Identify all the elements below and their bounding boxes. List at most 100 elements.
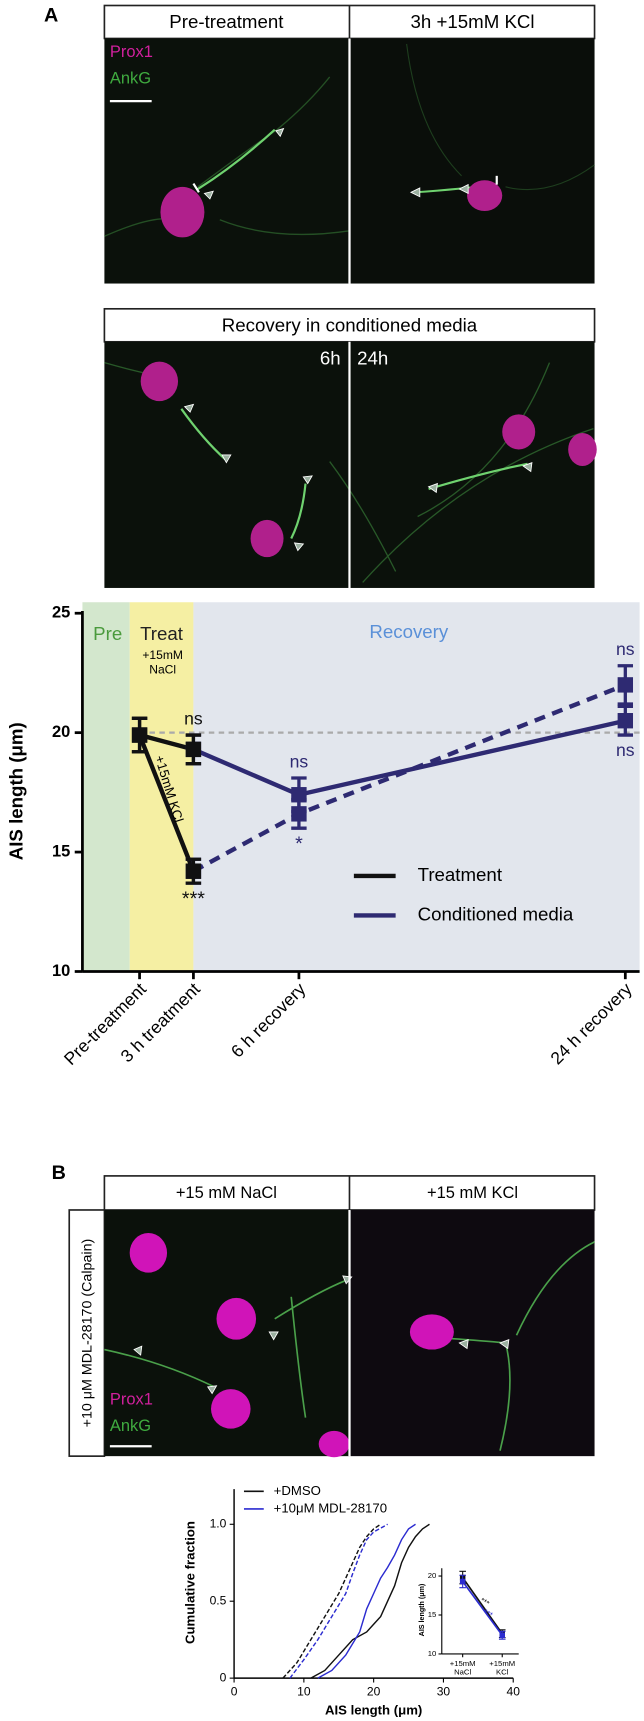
significance: ns	[184, 708, 203, 728]
header: Pre-treatment	[169, 11, 284, 32]
nucleus	[409, 1314, 454, 1350]
significance: ***	[182, 888, 205, 910]
dendrite	[104, 362, 594, 583]
axon-initial-segment	[104, 1279, 347, 1418]
axon-initial-segment	[180, 408, 528, 539]
header: 3h +15mM KCl	[411, 11, 535, 32]
y-tick-label: 0	[220, 1670, 227, 1684]
marker	[617, 677, 634, 693]
y-tick-label: 15	[428, 1610, 437, 1619]
x-tick-label: +15mM NaCl	[450, 1659, 476, 1677]
micrographs: A Pre-treatment 3h +15mM KCl Prox1 AnkG …	[44, 4, 597, 1458]
region	[82, 602, 130, 972]
x-tick-label: 30	[437, 1685, 451, 1699]
significance: ns	[616, 639, 635, 659]
arrowhead	[410, 183, 469, 198]
y-axis-label: Cumulative fraction	[183, 1521, 198, 1644]
image	[350, 1209, 595, 1457]
nucleus	[502, 414, 536, 450]
region-label: Pre	[93, 623, 122, 644]
header: Recovery in conditioned media	[222, 314, 478, 335]
time-label: 6h	[320, 347, 341, 368]
nucleus	[140, 361, 179, 402]
y-tick-label: 10	[52, 962, 70, 980]
stain-label: AnkG	[110, 1417, 151, 1435]
x-axis-label: AIS length (μm)	[325, 1703, 422, 1718]
cumulative-curve	[282, 1523, 382, 1679]
nucleus	[250, 519, 284, 558]
legend-label: Conditioned media	[418, 903, 574, 924]
side-label: +10 μM MDL-28170 (Calpain)	[80, 1239, 96, 1428]
stain-label: AnkG	[110, 69, 151, 87]
x-tick-label: 0	[231, 1685, 238, 1699]
nucleus	[160, 186, 205, 238]
marker	[499, 1632, 505, 1639]
nucleus	[211, 1389, 251, 1429]
y-tick-label: 10	[428, 1649, 437, 1658]
region	[193, 602, 640, 972]
x-tick-label: +15mM KCl	[489, 1659, 515, 1677]
y-tick-label: 25	[52, 604, 70, 622]
header: +15 mM NaCl	[176, 1184, 277, 1202]
ais-start	[192, 182, 200, 193]
arrowhead	[183, 403, 533, 552]
stain-label: Prox1	[110, 43, 153, 61]
significance: ns	[290, 751, 309, 771]
nucleus	[129, 1233, 168, 1273]
marker	[185, 741, 202, 758]
x-tick-label: 10	[297, 1685, 311, 1699]
stain-label: Prox1	[110, 1390, 153, 1408]
series-line	[137, 734, 196, 872]
panel-label: A	[44, 5, 58, 27]
header: +15 mM KCl	[427, 1184, 518, 1202]
y-axis-label: AIS length (μm)	[418, 1583, 426, 1636]
y-tick-label: 20	[428, 1571, 437, 1580]
annotation: +15mM NaCl	[142, 648, 183, 676]
y-tick-label: 15	[52, 842, 70, 860]
x-tick-label: 6 h recovery	[227, 979, 310, 1062]
image	[350, 38, 595, 284]
y-tick-label: 1.0	[210, 1516, 227, 1530]
x-tick-label: 24 h recovery	[546, 979, 636, 1069]
region-label: Recovery	[369, 621, 449, 642]
nucleus	[318, 1430, 350, 1458]
nucleus	[568, 432, 597, 466]
y-tick-label: 0.5	[210, 1593, 227, 1607]
x-tick-label: 40	[507, 1685, 521, 1699]
nucleus	[216, 1297, 257, 1340]
y-axis-label: AIS length (μm)	[6, 722, 27, 860]
cumulative-curve	[289, 1523, 388, 1679]
arrowhead	[203, 127, 285, 200]
series-line	[139, 732, 194, 752]
region-label: Treat	[140, 623, 184, 644]
time-label: 24h	[357, 347, 388, 368]
x-tick-label: 20	[367, 1685, 381, 1699]
arrowhead	[133, 1275, 353, 1395]
image	[104, 38, 350, 284]
dendrite	[406, 43, 595, 191]
marker	[131, 727, 148, 743]
marker	[185, 863, 202, 879]
marker	[459, 1578, 466, 1585]
arrowhead	[458, 1338, 510, 1350]
legend-label: +10μM MDL-28170	[274, 1500, 387, 1515]
marker	[291, 787, 307, 803]
legend-label: +DMSO	[274, 1483, 321, 1498]
series-line	[461, 1577, 503, 1635]
legend-label: Treatment	[418, 864, 503, 885]
series-line	[462, 1580, 503, 1636]
significance: ns	[616, 740, 635, 760]
y-tick-label: 20	[52, 723, 70, 741]
header-box	[103, 307, 596, 343]
marker	[617, 713, 634, 729]
significance: ***	[479, 1596, 491, 1608]
cumulative-curve	[310, 1523, 430, 1679]
significance: ***	[482, 1607, 494, 1619]
side-box	[68, 1209, 106, 1457]
axon-initial-segment	[197, 128, 276, 190]
panel-label: B	[52, 1162, 66, 1184]
nucleus	[467, 180, 503, 212]
significance: *	[295, 833, 303, 855]
cumulative-curve	[317, 1523, 416, 1679]
